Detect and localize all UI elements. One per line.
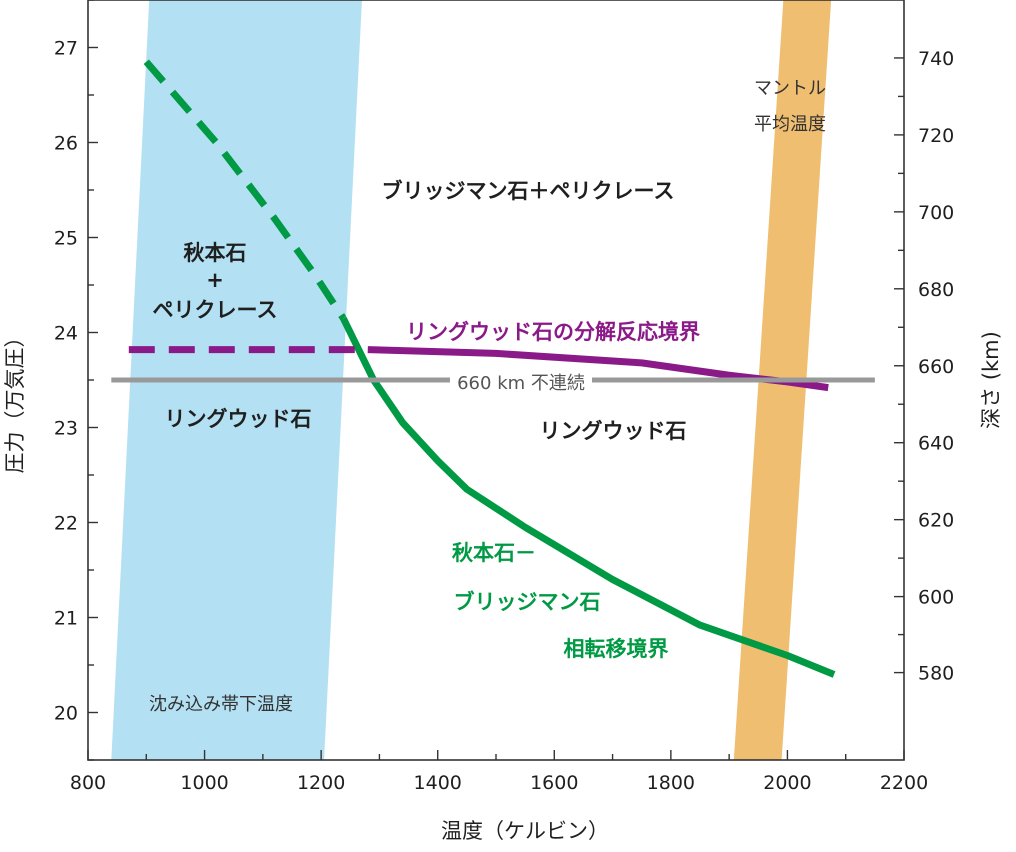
region-label-bridgmanite-periclase: ブリッジマン石＋ペリクレース xyxy=(382,179,675,203)
region-label-ringwoodite-right: リングウッド石 xyxy=(540,419,687,443)
series-line-3 xyxy=(367,346,829,392)
y-right-tick-label: 700 xyxy=(918,202,954,224)
series-line-1 xyxy=(340,316,836,678)
y-left-tick-label: 24 xyxy=(54,323,78,345)
y-left-tick-label: 27 xyxy=(54,38,78,60)
decomposition-boundary-label: リングウッド石の分解反応境界 xyxy=(406,320,700,344)
y-right-tick-label: 660 xyxy=(918,356,954,378)
axis-ticks xyxy=(87,0,905,761)
x-tick-label: 800 xyxy=(70,772,106,794)
y-left-tick-label: 20 xyxy=(54,703,78,725)
y-right-tick-label: 580 xyxy=(918,663,954,685)
x-axis-title: 温度（ケルビン） xyxy=(441,819,609,843)
series-line-0 xyxy=(143,59,347,321)
green-boundary-label-line1: 秋本石－ xyxy=(452,541,536,565)
x-tick-label: 1200 xyxy=(297,772,345,794)
x-tick-label: 1000 xyxy=(180,772,228,794)
y-axis-title-right: 深さ (km) xyxy=(979,331,1003,429)
y-right-tick-label: 740 xyxy=(918,48,954,70)
x-tick-label: 1400 xyxy=(414,772,462,794)
y-left-tick-label: 25 xyxy=(54,228,78,250)
y-left-tick-label: 21 xyxy=(54,608,78,630)
mantle-band-label-line1: マントル xyxy=(754,78,826,99)
y-left-tick-label: 23 xyxy=(54,418,78,440)
region-label-akimotoite-line3: ペリクレース xyxy=(153,298,278,322)
discontinuity-label-bg xyxy=(450,369,592,395)
x-tick-label: 1800 xyxy=(647,772,695,794)
region-label-ringwoodite-left: リングウッド石 xyxy=(165,407,312,431)
x-tick-label: 2200 xyxy=(880,772,928,794)
region-label-akimotoite-plus: + xyxy=(206,268,224,292)
y-right-tick-label: 640 xyxy=(918,433,954,455)
y-left-tick-label: 26 xyxy=(54,133,78,155)
tick-labels: 800 1000 1200 1400 1600 1800 2000 2200 20 21 22 23 2… xyxy=(54,38,954,795)
y-right-tick-label: 620 xyxy=(918,510,954,532)
x-tick-label: 1600 xyxy=(530,772,578,794)
cold-band-label: 沈み込み帯下温度 xyxy=(149,694,293,715)
y-right-tick-label: 600 xyxy=(918,587,954,609)
x-tick-label: 2000 xyxy=(763,772,811,794)
y-right-tick-label: 720 xyxy=(918,125,954,147)
green-boundary-label-line2: ブリッジマン石 xyxy=(454,590,601,614)
y-axis-title-left: 圧力（万気圧） xyxy=(3,327,27,474)
y-left-tick-label: 22 xyxy=(54,513,78,535)
discontinuity-label: 660 km 不連続 xyxy=(457,373,585,394)
green-boundary-label-line3: 相転移境界 xyxy=(564,637,669,661)
y-right-tick-label: 680 xyxy=(918,279,954,301)
mantle-band-label-line2: 平均温度 xyxy=(754,114,826,135)
region-label-akimotoite-line1: 秋本石 xyxy=(184,241,247,265)
